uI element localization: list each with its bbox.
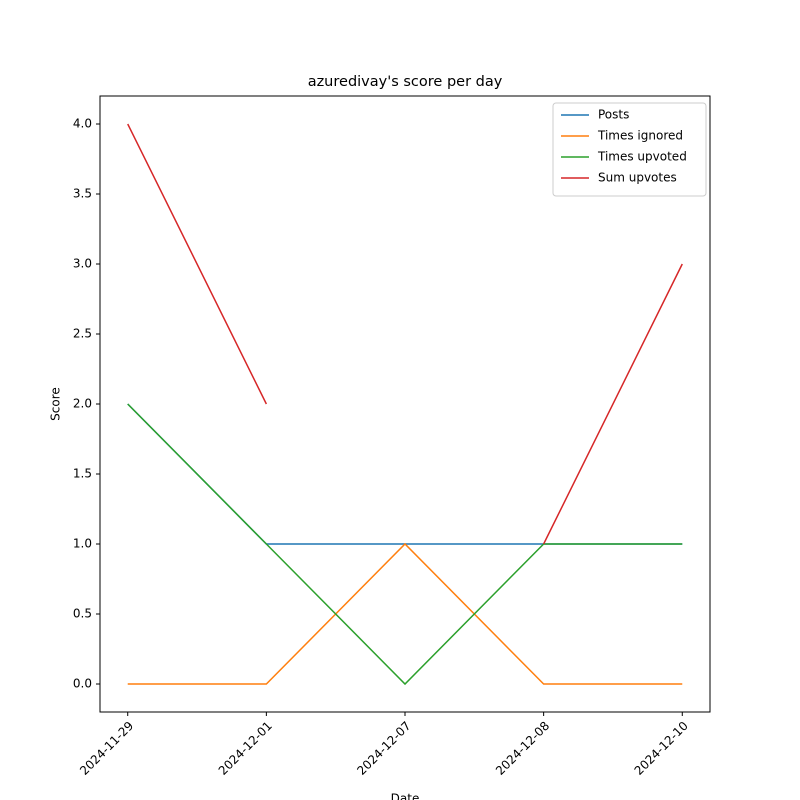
legend-label: Times ignored bbox=[597, 129, 683, 143]
y-tick-label: 1.5 bbox=[73, 467, 92, 481]
y-tick-label: 3.5 bbox=[73, 187, 92, 201]
legend-label: Posts bbox=[598, 108, 629, 122]
x-tick-label: 2024-12-10 bbox=[632, 719, 691, 778]
series-line bbox=[127, 403, 683, 686]
y-tick-label: 1.0 bbox=[73, 537, 92, 551]
y-tick-label: 2.0 bbox=[73, 397, 92, 411]
y-tick-label: 2.5 bbox=[73, 327, 92, 341]
x-tick-label: 2024-12-07 bbox=[354, 719, 413, 778]
legend-box bbox=[552, 102, 707, 197]
y-tick-label: 3.0 bbox=[73, 257, 92, 271]
x-tick-label: 2024-11-29 bbox=[77, 719, 136, 778]
legend-label: Sum upvotes bbox=[598, 171, 677, 185]
x-axis-label: Date bbox=[391, 792, 420, 800]
series-line bbox=[127, 123, 683, 545]
y-axis-label: Score bbox=[49, 387, 63, 421]
series-line bbox=[127, 403, 683, 545]
chart-title: azuredivay's score per day bbox=[308, 74, 503, 90]
x-tick-label: 2024-12-08 bbox=[493, 719, 552, 778]
legend-label: Times upvoted bbox=[597, 150, 687, 164]
y-tick-label: 0.5 bbox=[73, 607, 92, 621]
y-tick-label: 0.0 bbox=[73, 677, 92, 691]
y-tick-label: 4.0 bbox=[73, 117, 92, 131]
x-tick-label: 2024-12-01 bbox=[216, 719, 275, 778]
series-line bbox=[127, 542, 683, 685]
